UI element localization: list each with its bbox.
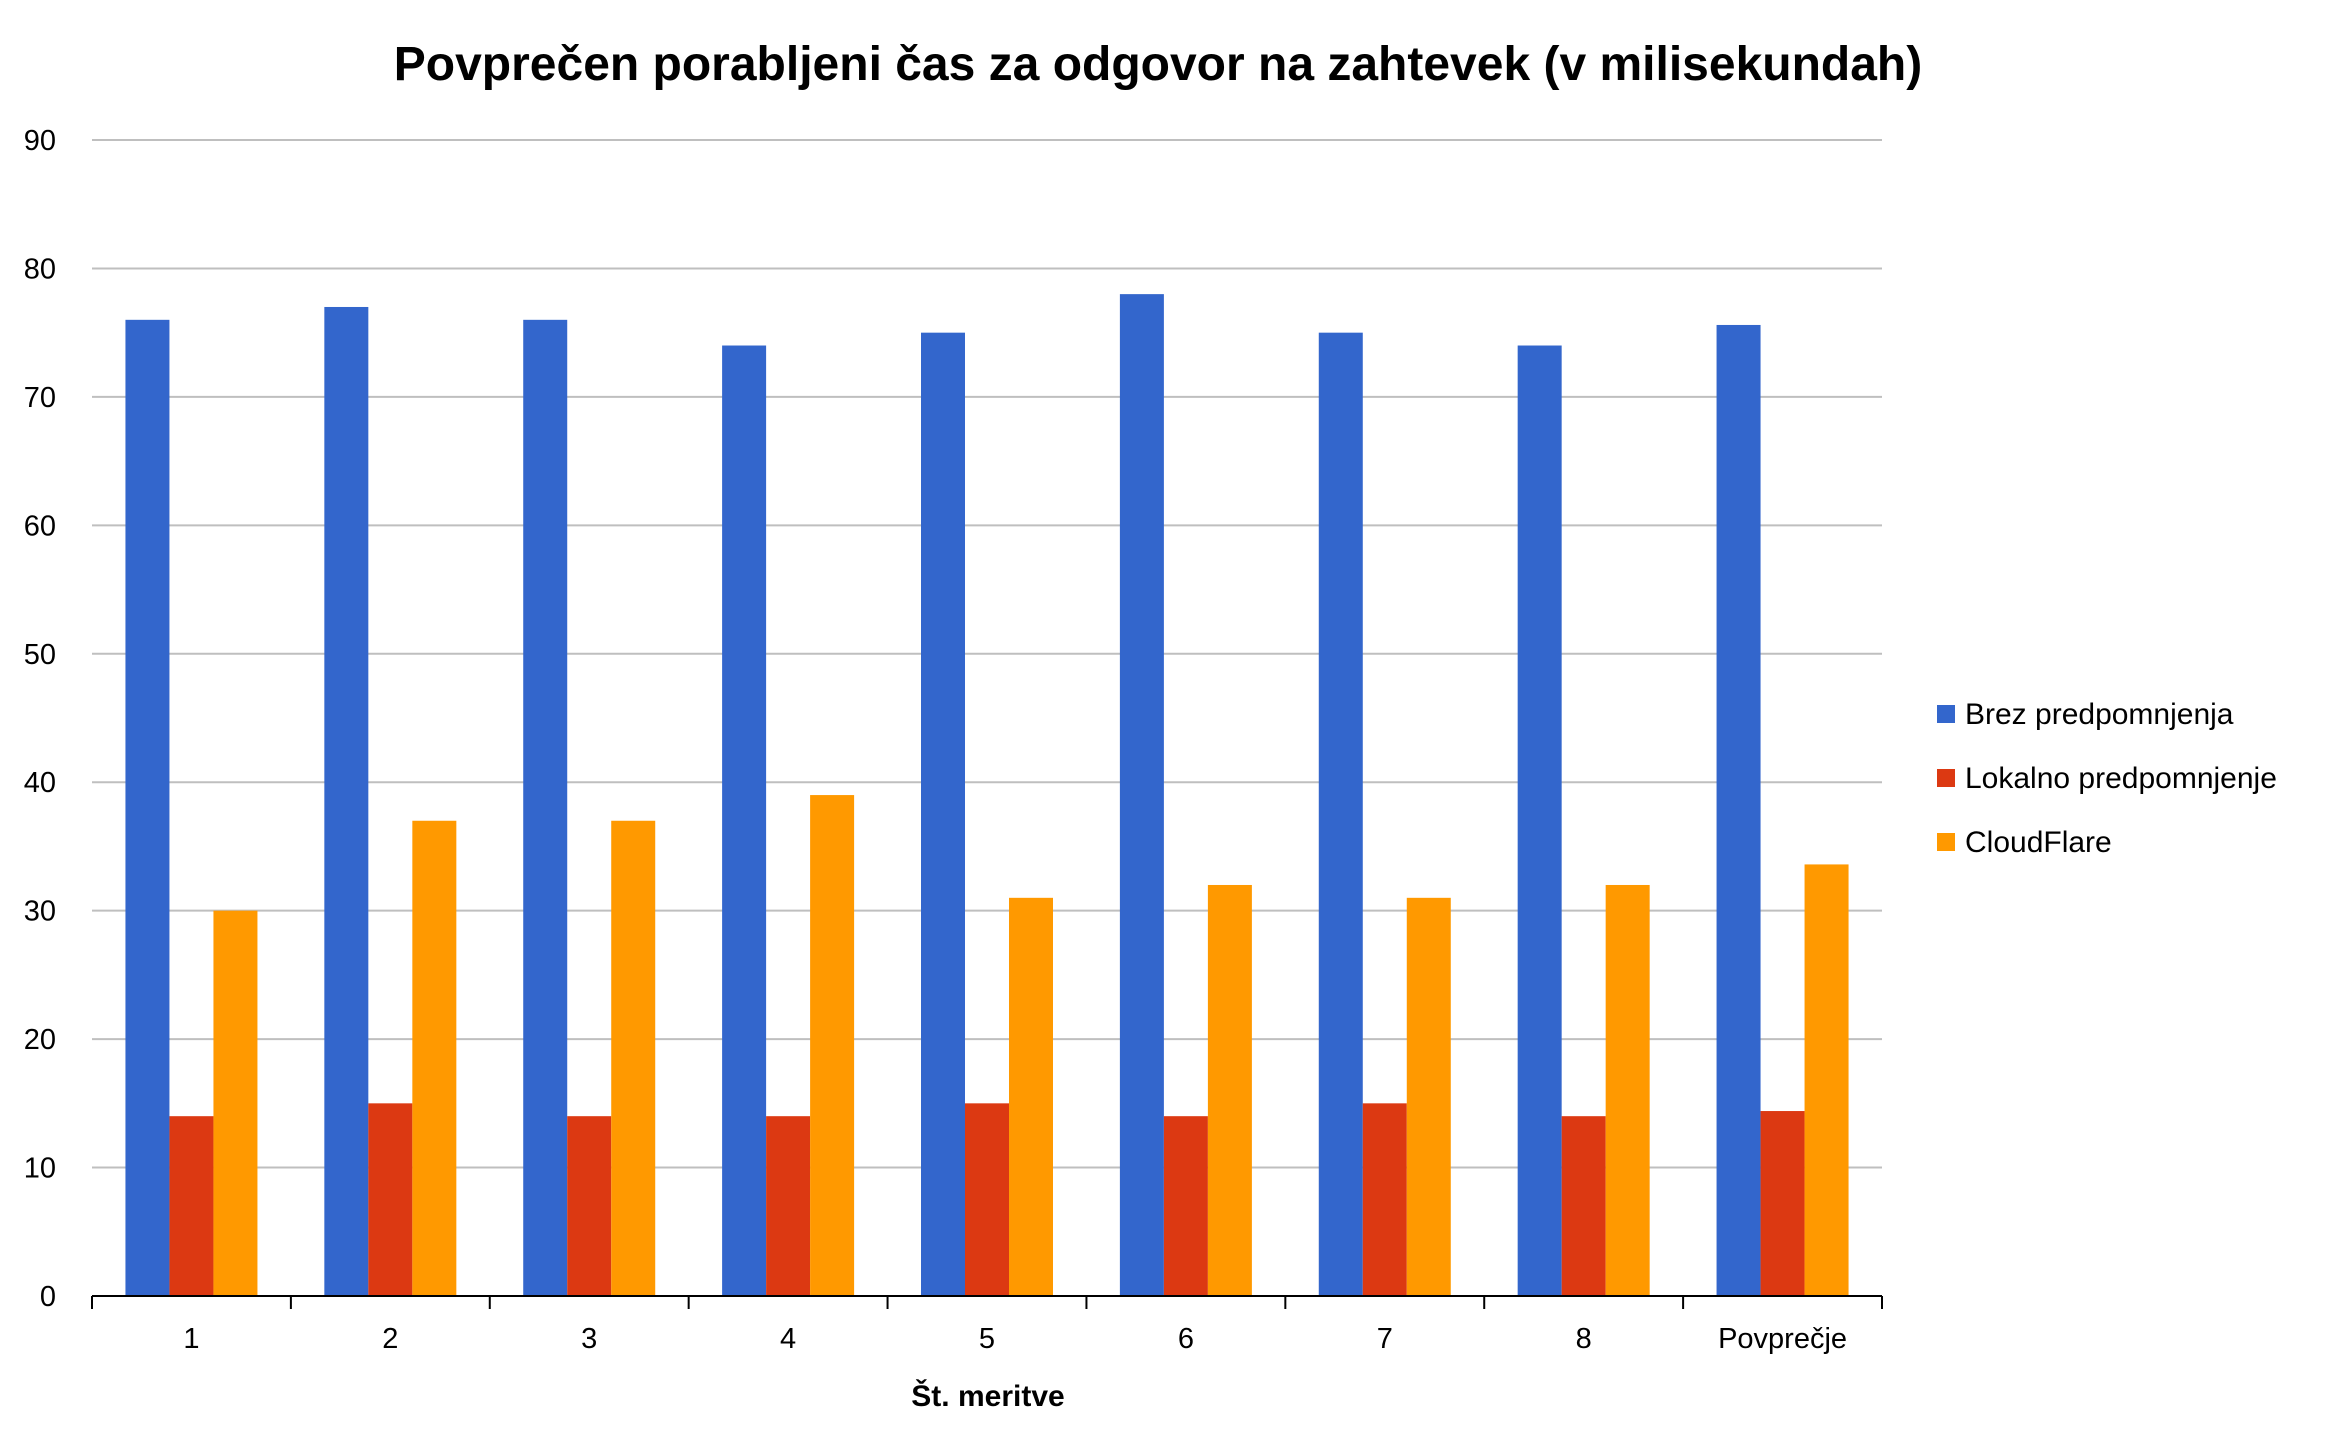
bar <box>1406 897 1451 1296</box>
bar <box>368 1103 413 1296</box>
bar <box>1561 1116 1606 1296</box>
y-tick-label: 50 <box>24 639 56 671</box>
bar <box>921 332 965 1297</box>
chart-title: Povprečen porabljeni čas za odgovor na z… <box>394 38 1922 91</box>
y-axis-ticks: 0 10 20 30 40 50 60 70 80 90 <box>24 125 56 1313</box>
x-axis <box>91 1295 1883 1309</box>
bar <box>169 1116 214 1296</box>
bar <box>722 345 767 1296</box>
legend-label: Brez predpomnjenja <box>1965 698 2234 731</box>
legend: Brez predpomnjenja Lokalno predpomnjenje C… <box>1937 698 2277 859</box>
x-tick-label: Povprečje <box>1718 1323 1847 1355</box>
legend-label: CloudFlare <box>1965 826 2112 859</box>
bar <box>1009 897 1053 1296</box>
legend-label: Lokalno predpomnjenje <box>1965 762 2277 795</box>
bar <box>523 319 568 1296</box>
y-tick-label: 60 <box>24 510 56 542</box>
x-tick-label: 1 <box>183 1323 199 1355</box>
bar <box>1760 1111 1805 1296</box>
x-tick-label: 6 <box>1178 1323 1194 1355</box>
bar <box>412 820 457 1296</box>
x-tick-label: 3 <box>581 1323 597 1355</box>
y-tick-label: 40 <box>24 767 56 799</box>
x-tick-label: 5 <box>979 1323 995 1355</box>
x-tick-label: 7 <box>1377 1323 1393 1355</box>
bar <box>766 1116 811 1296</box>
y-tick-label: 90 <box>24 125 56 157</box>
bar <box>1605 884 1650 1296</box>
y-tick-label: 80 <box>24 253 56 285</box>
legend-swatch <box>1937 833 1955 851</box>
bar <box>611 820 656 1296</box>
x-axis-label: Št. meritve <box>911 1379 1064 1413</box>
gridlines <box>92 139 1882 1169</box>
bar <box>1119 294 1164 1297</box>
bar <box>324 306 369 1296</box>
bar <box>1716 324 1761 1297</box>
bar <box>810 795 855 1296</box>
bar <box>1163 1116 1208 1296</box>
legend-swatch <box>1937 705 1955 723</box>
bar <box>125 319 170 1296</box>
y-tick-label: 70 <box>24 382 56 414</box>
x-tick-label: 8 <box>1576 1323 1592 1355</box>
x-tick-label: 4 <box>780 1323 796 1355</box>
bar <box>567 1116 612 1296</box>
y-tick-label: 0 <box>40 1281 56 1313</box>
bar <box>965 1103 1009 1296</box>
bar <box>1517 345 1562 1296</box>
bars <box>125 294 1849 1297</box>
y-tick-label: 20 <box>24 1024 56 1056</box>
x-tick-label: 2 <box>382 1323 398 1355</box>
x-axis-ticks: 1 2 3 4 5 6 7 8 Povprečje <box>183 1323 1847 1355</box>
bar <box>1207 884 1252 1296</box>
legend-swatch <box>1937 769 1955 787</box>
bar <box>1362 1103 1407 1296</box>
bar <box>1318 332 1363 1297</box>
y-tick-label: 30 <box>24 896 56 928</box>
bar <box>213 910 258 1296</box>
bar <box>1804 864 1849 1296</box>
y-tick-label: 10 <box>24 1153 56 1185</box>
